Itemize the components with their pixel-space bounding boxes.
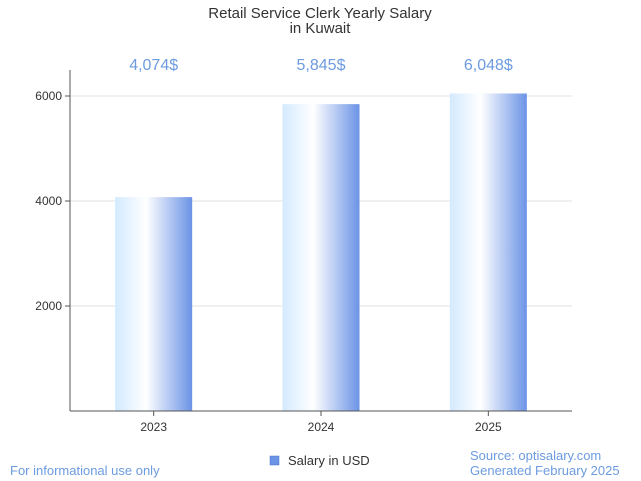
footer-source: Source: optisalary.com	[470, 448, 601, 463]
chart-subtitle: in Kuwait	[290, 20, 352, 37]
data-label-2024: 5,845$	[297, 57, 346, 74]
legend: Salary in USD	[269, 453, 370, 468]
y-tick-label: 4000	[35, 194, 62, 208]
footer-note: For informational use only	[10, 463, 160, 478]
bar-2023	[115, 197, 193, 411]
bar-2025	[449, 93, 527, 411]
chart-title: Retail Service Clerk Yearly Salary	[208, 5, 432, 22]
footer-generated: Generated February 2025	[470, 463, 620, 478]
y-axis-ticks: 2000 4000 6000	[35, 89, 70, 313]
y-tick-label: 2000	[35, 299, 62, 313]
bar-2024	[282, 104, 360, 411]
x-tick-label: 2025	[475, 420, 502, 434]
x-tick-label: 2023	[140, 420, 167, 434]
legend-label: Salary in USD	[288, 453, 370, 468]
x-axis-ticks: 2023 2024 2025	[140, 411, 502, 434]
data-label-2023: 4,074$	[129, 57, 178, 74]
data-labels: 4,074$ 5,845$ 6,048$	[129, 57, 513, 74]
bars	[115, 93, 527, 411]
x-tick-label: 2024	[308, 420, 335, 434]
y-tick-label: 6000	[35, 89, 62, 103]
legend-swatch	[269, 455, 280, 466]
data-label-2025: 6,048$	[464, 57, 513, 74]
